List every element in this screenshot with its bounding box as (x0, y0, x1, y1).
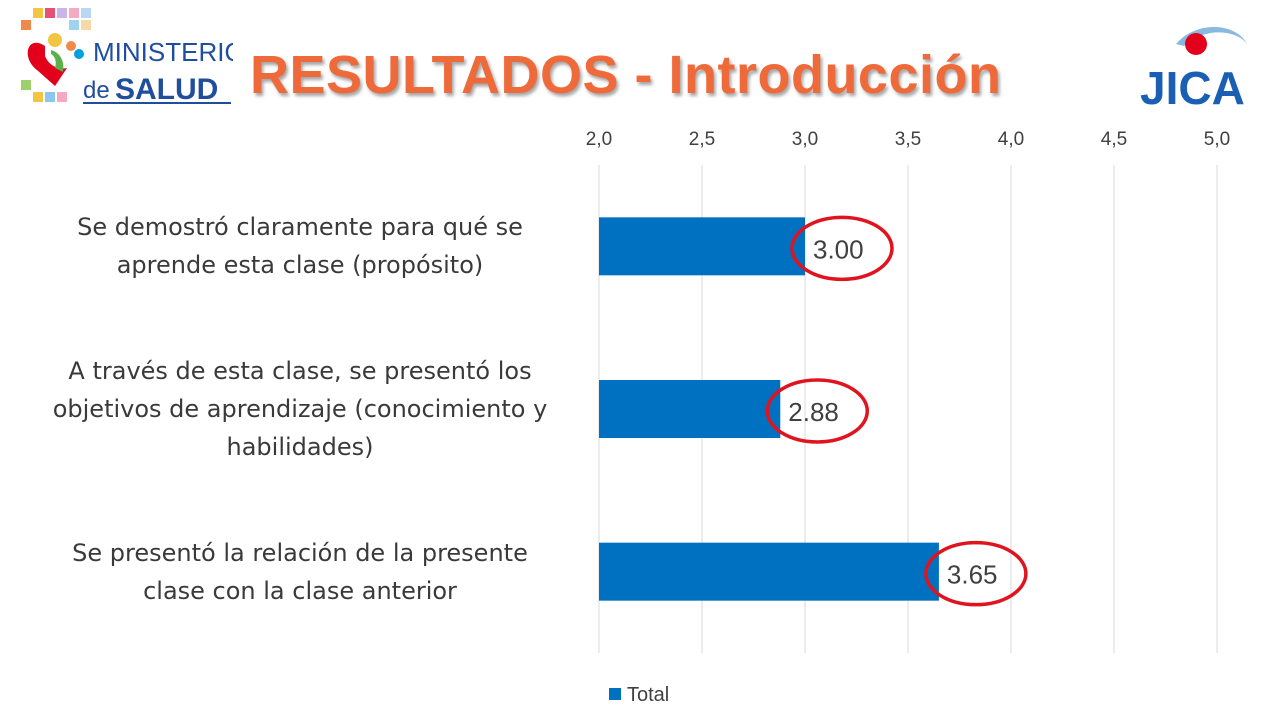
data-label: 3.00 (813, 234, 864, 264)
logo-ministerio-text: MINISTERIO (93, 37, 233, 67)
legend-label: Total (627, 684, 669, 706)
logo-salud-text: SALUD (115, 73, 218, 106)
data-label: 3.65 (947, 560, 998, 590)
logo-figure-head-icon (48, 33, 62, 47)
x-tick-label: 5,0 (1204, 129, 1230, 150)
logo-red-dot-icon (1185, 33, 1207, 55)
highlight-circle (790, 215, 894, 282)
x-tick-label: 4,0 (998, 129, 1024, 150)
category-label-line: A través de esta clase, se presentó los (68, 357, 532, 385)
page-title: RESULTADOS - Introducción (250, 45, 1002, 105)
highlight-circle (924, 540, 1028, 607)
x-tick-label: 3,5 (895, 129, 921, 150)
category-label: Se presentó la relación de la presente cl… (20, 534, 580, 610)
bar (599, 380, 781, 438)
x-tick-label: 4,5 (1101, 129, 1127, 150)
bar (599, 217, 805, 276)
jica-logo: JICA (1140, 26, 1248, 112)
logo-jica-text: JICA (1140, 62, 1245, 112)
logo-swoosh-icon (1176, 26, 1248, 46)
x-tick-label: 2,5 (689, 129, 715, 150)
highlight-circle (765, 378, 870, 444)
category-label: Se demostró claramente para qué se aprend… (20, 208, 580, 284)
logo-de-text: de (83, 77, 110, 104)
category-label-line: habilidades) (226, 433, 374, 461)
logo-heart-icon (27, 42, 67, 86)
category-label-line: objetivos de aprendizaje (conocimiento y (52, 395, 548, 423)
category-label-line: aprende esta clase (propósito) (116, 251, 484, 280)
category-label-line: clase con la clase anterior (143, 576, 457, 605)
ministerio-de-salud-logo: MINISTERIO de SALUD (21, 8, 233, 106)
data-label: 2.88 (788, 397, 839, 427)
category-label-line: Se presentó la relación de la presente (72, 538, 528, 567)
logo-mosaic-tiles (21, 8, 91, 102)
category-label: A través de esta clase, se presentó los o… (20, 352, 580, 466)
category-label-line: Se demostró claramente para qué se (77, 213, 523, 242)
x-tick-label: 2,0 (586, 129, 612, 150)
x-tick-label: 3,0 (792, 129, 818, 150)
legend-swatch (609, 688, 621, 700)
bar (599, 542, 939, 601)
